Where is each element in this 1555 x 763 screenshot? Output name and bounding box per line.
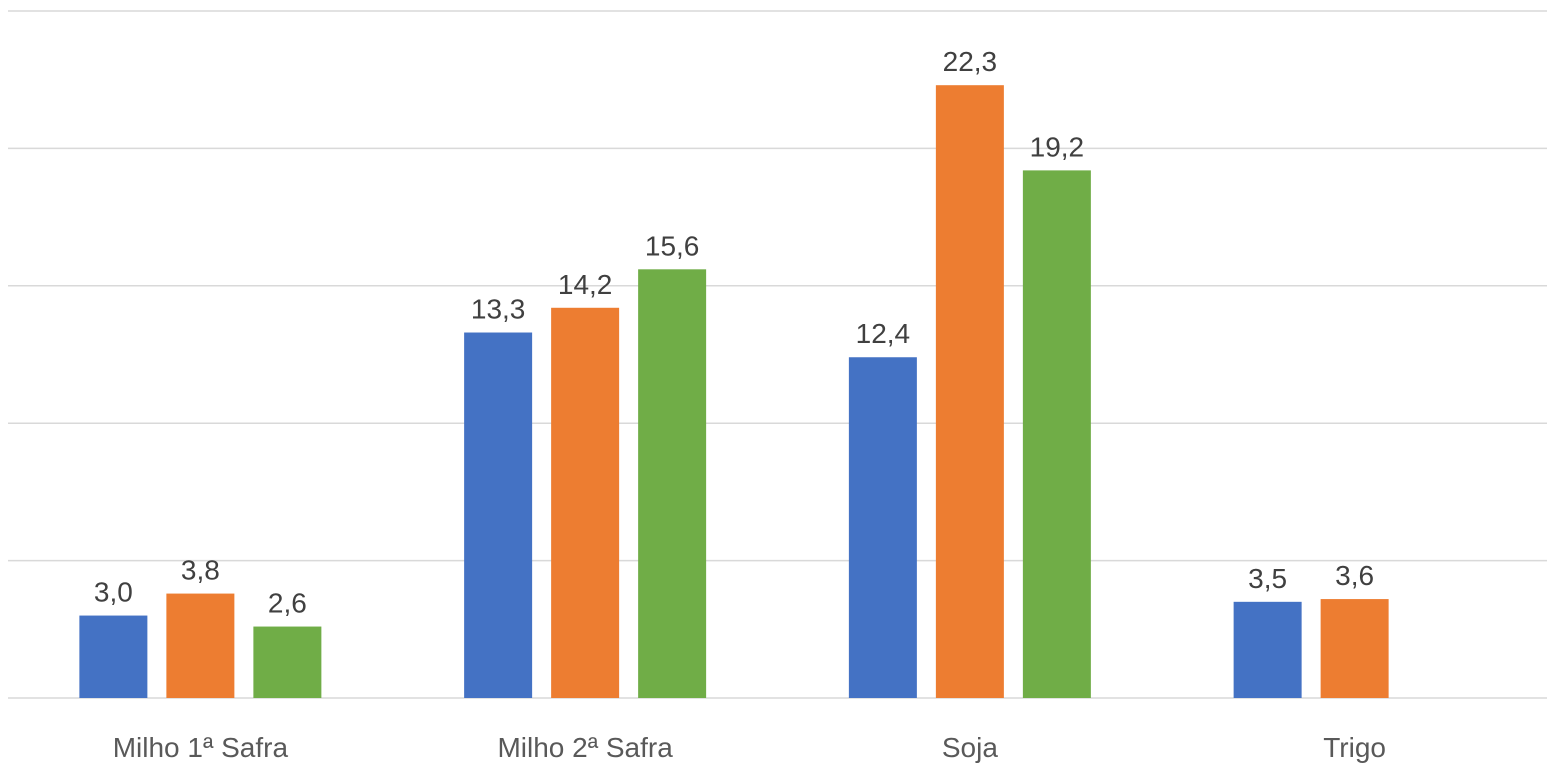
data-label: 12,4 [856,318,911,349]
bars [79,85,1389,699]
bar [1233,601,1302,698]
bar [79,615,148,698]
bar [848,357,917,698]
data-label: 2,6 [268,588,307,619]
bar [935,85,1004,699]
data-label: 14,2 [558,269,613,300]
bar [638,269,707,698]
bar [464,332,533,698]
gridlines [8,10,1547,699]
x-tick-label: Milho 1ª Safra [113,732,289,763]
data-label: 19,2 [1030,131,1085,162]
data-label: 3,0 [94,577,133,608]
data-label: 15,6 [645,230,700,261]
data-labels: 3,0 3,8 2,6 13,3 14,2 15,6 12,4 22,3 19,2 3,5 3,6 [94,46,1374,618]
x-tick-label: Trigo [1323,732,1386,763]
bar [1022,170,1091,698]
data-label: 3,8 [181,555,220,586]
x-tick-label: Soja [942,732,998,763]
bar [1320,599,1389,698]
bar [253,626,322,698]
data-label: 22,3 [943,46,998,77]
data-label: 3,5 [1248,563,1287,594]
data-label: 13,3 [471,294,526,325]
bar [166,593,235,698]
bar [551,307,620,698]
data-label: 3,6 [1335,560,1374,591]
x-tick-label: Milho 2ª Safra [497,732,673,763]
x-axis-tick-labels: Milho 1ª Safra Milho 2ª Safra Soja Trigo [113,732,1386,763]
